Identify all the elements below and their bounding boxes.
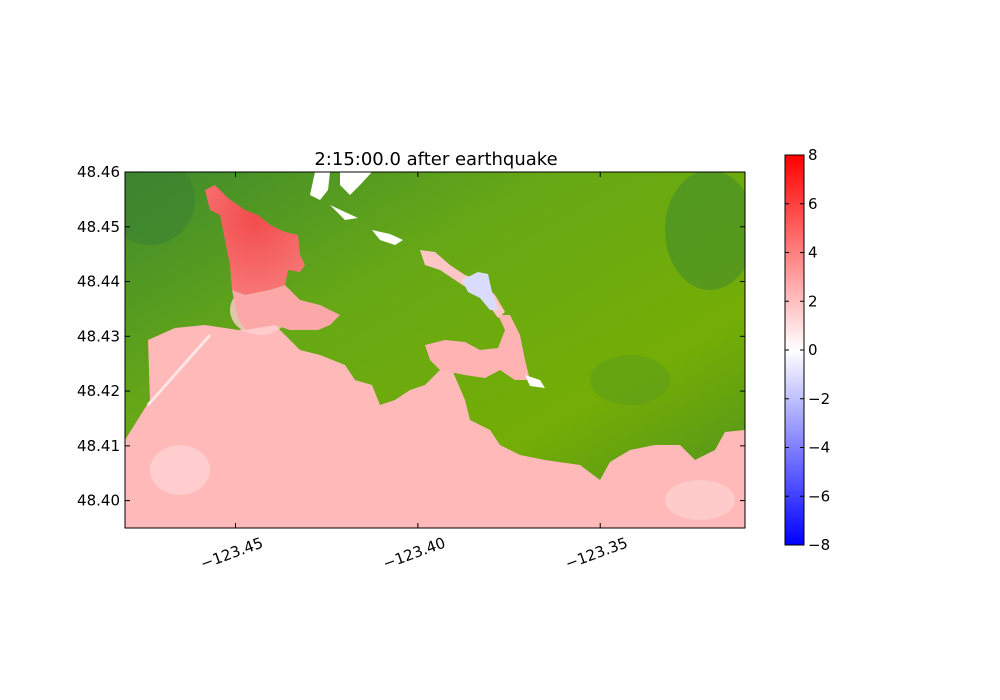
harbour-mouth (232, 285, 340, 330)
sea-surface (125, 325, 745, 528)
land-dark-patch (125, 172, 195, 245)
sea-light-patch (665, 480, 735, 520)
colorbar-marks: 8 6 4 2 0 −2 −4 −6 −8 (785, 146, 830, 554)
channel (420, 250, 505, 318)
colorbar-tick-label: −8 (808, 536, 830, 554)
colorbar-tick-label: 6 (808, 195, 818, 213)
secondary-bay (425, 315, 530, 380)
map-heatmap (125, 172, 745, 528)
y-tick-label: 48.42 (77, 382, 120, 400)
no-data-patch (340, 172, 372, 195)
no-data-patch (372, 230, 403, 245)
no-data-patch (310, 172, 330, 200)
y-tick-label: 48.43 (77, 327, 120, 345)
negative-inlet (462, 272, 498, 310)
colorbar-tick-label: −2 (808, 390, 830, 408)
no-data-patch (525, 375, 545, 388)
x-tick-label: −123.40 (381, 534, 448, 573)
land-dark-patch (665, 172, 745, 290)
colorbar-tick-label: 8 (808, 146, 818, 164)
y-tick-label: 48.45 (77, 218, 120, 236)
colorbar-tick-label: 4 (808, 244, 818, 262)
sea-light-patch (150, 445, 210, 495)
no-data-patch (330, 205, 358, 220)
diagonal-streak (146, 334, 212, 406)
colorbar-tick-label: −6 (808, 487, 830, 505)
x-tick-label: −123.35 (563, 534, 630, 573)
y-tick-label: 48.41 (77, 437, 120, 455)
chart-title: 2:15:00.0 after earthquake (314, 149, 557, 170)
plot-frame (124, 171, 746, 529)
y-tick-label: 48.40 (77, 492, 120, 510)
y-tick-label: 48.44 (77, 273, 120, 291)
x-tick-label: −123.45 (198, 534, 265, 573)
colorbar-tick-label: 2 (808, 292, 818, 310)
inner-harbour (205, 185, 305, 295)
colorbar-tick-label: 0 (808, 341, 818, 359)
land-dark-patch (590, 355, 670, 405)
y-tick-label: 48.46 (77, 163, 120, 181)
colorbar-tick-label: −4 (808, 439, 830, 457)
